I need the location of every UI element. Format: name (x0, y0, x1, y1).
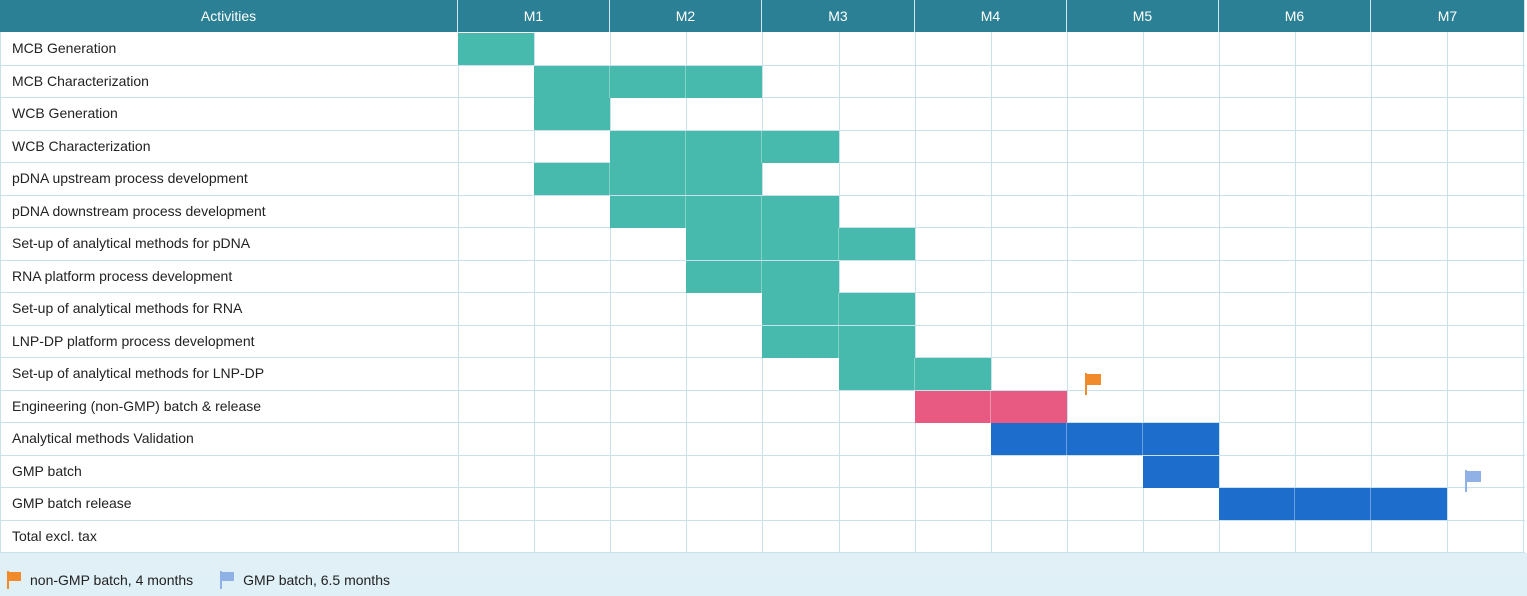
gantt-bar-segment[interactable] (762, 228, 839, 260)
grid-hline (0, 390, 1525, 391)
gantt-bar-segment[interactable] (610, 66, 686, 98)
month-header[interactable]: M3 (762, 0, 915, 32)
month-header[interactable]: M4 (915, 0, 1067, 32)
grid-hline (0, 97, 1525, 98)
gantt-bar-segment[interactable] (1219, 488, 1295, 520)
gantt-header: Activities M1 M2 M3 M4 M5 M6 M7 (0, 0, 1525, 32)
gantt-bar-segment[interactable] (762, 326, 839, 358)
activity-label[interactable]: pDNA upstream process development (12, 170, 248, 186)
activity-label[interactable]: Set-up of analytical methods for RNA (12, 300, 243, 316)
activity-label[interactable]: Set-up of analytical methods for LNP-DP (12, 365, 265, 381)
activity-label[interactable]: Analytical methods Validation (12, 430, 194, 446)
gantt-bar-segment[interactable] (610, 131, 686, 163)
gantt-bar-segment[interactable] (1371, 488, 1447, 520)
grid-hline (0, 422, 1525, 423)
gantt-bar-segment[interactable] (686, 196, 762, 228)
legend-item-gmp[interactable]: GMP batch, 6.5 months (219, 570, 390, 590)
grid-hline (0, 520, 1525, 521)
month-header[interactable]: M2 (610, 0, 762, 32)
grid-hline (0, 487, 1525, 488)
activities-column-header[interactable]: Activities (0, 0, 458, 32)
gantt-bar-segment[interactable] (686, 131, 762, 163)
gantt-bar-segment[interactable] (534, 66, 610, 98)
month-header[interactable]: M6 (1219, 0, 1371, 32)
gantt-bar-segment[interactable] (610, 196, 686, 228)
flag-icon[interactable] (1083, 372, 1105, 396)
month-header[interactable]: M7 (1371, 0, 1525, 32)
gantt-bar-segment[interactable] (534, 98, 610, 130)
gantt-bar-segment[interactable] (839, 228, 915, 260)
grid-hline (0, 130, 1525, 131)
grid-hline (0, 325, 1525, 326)
grid-hline (0, 260, 1525, 261)
gantt-bar-segment[interactable] (686, 66, 762, 98)
legend-item-non-gmp[interactable]: non-GMP batch, 4 months (6, 570, 193, 590)
grid-hline (0, 65, 1525, 66)
gantt-bar-segment[interactable] (686, 163, 762, 195)
gantt-bar-segment[interactable] (1143, 456, 1219, 488)
flag-icon[interactable] (1463, 469, 1485, 493)
month-header[interactable]: M1 (458, 0, 610, 32)
activity-label[interactable]: LNP-DP platform process development (12, 333, 255, 349)
gantt-bar-segment[interactable] (915, 391, 991, 423)
activity-label[interactable]: MCB Characterization (12, 73, 149, 89)
gantt-bar-segment[interactable] (686, 261, 762, 293)
activity-label[interactable]: Engineering (non-GMP) batch & release (12, 398, 262, 414)
grid-hline (0, 455, 1525, 456)
flag-icon (220, 571, 235, 589)
activity-label[interactable]: MCB Generation (12, 40, 117, 56)
gantt-bar-segment[interactable] (1067, 423, 1143, 455)
gantt-bar-segment[interactable] (991, 391, 1067, 423)
grid-hline (0, 552, 1525, 553)
gantt-bar-segment[interactable] (686, 228, 762, 260)
activity-label[interactable]: GMP batch release (12, 495, 132, 511)
legend-label: GMP batch, 6.5 months (243, 572, 390, 588)
activity-label[interactable]: WCB Generation (12, 105, 118, 121)
gantt-bar-segment[interactable] (534, 163, 610, 195)
activity-label[interactable]: GMP batch (12, 463, 82, 479)
gantt-bar-segment[interactable] (839, 293, 915, 325)
gantt-bar-segment[interactable] (839, 326, 915, 358)
activity-label[interactable]: Total excl. tax (12, 528, 97, 544)
activity-label[interactable]: WCB Characterization (12, 138, 151, 154)
gantt-bar-segment[interactable] (458, 33, 534, 65)
legend: non-GMP batch, 4 months GMP batch, 6.5 m… (6, 568, 416, 592)
activity-label[interactable]: pDNA downstream process development (12, 203, 266, 219)
gantt-bar-segment[interactable] (1143, 423, 1219, 455)
gantt-bar-segment[interactable] (762, 261, 839, 293)
gantt-bar-segment[interactable] (762, 196, 839, 228)
gantt-bar-segment[interactable] (762, 293, 839, 325)
gantt-chart: Activities M1 M2 M3 M4 M5 M6 M7 MCB Gene… (0, 0, 1527, 553)
gantt-bar-segment[interactable] (610, 163, 686, 195)
flag-icon (7, 571, 21, 589)
gantt-bar-segment[interactable] (839, 358, 915, 390)
legend-label: non-GMP batch, 4 months (30, 572, 194, 588)
activity-label[interactable]: RNA platform process development (12, 268, 233, 284)
gantt-bar-segment[interactable] (762, 131, 839, 163)
activity-label[interactable]: Set-up of analytical methods for pDNA (12, 235, 251, 251)
month-header[interactable]: M5 (1067, 0, 1219, 32)
gantt-bar-segment[interactable] (1295, 488, 1371, 520)
gantt-bar-segment[interactable] (991, 423, 1067, 455)
gantt-bar-segment[interactable] (915, 358, 991, 390)
grid-hline (0, 195, 1525, 196)
